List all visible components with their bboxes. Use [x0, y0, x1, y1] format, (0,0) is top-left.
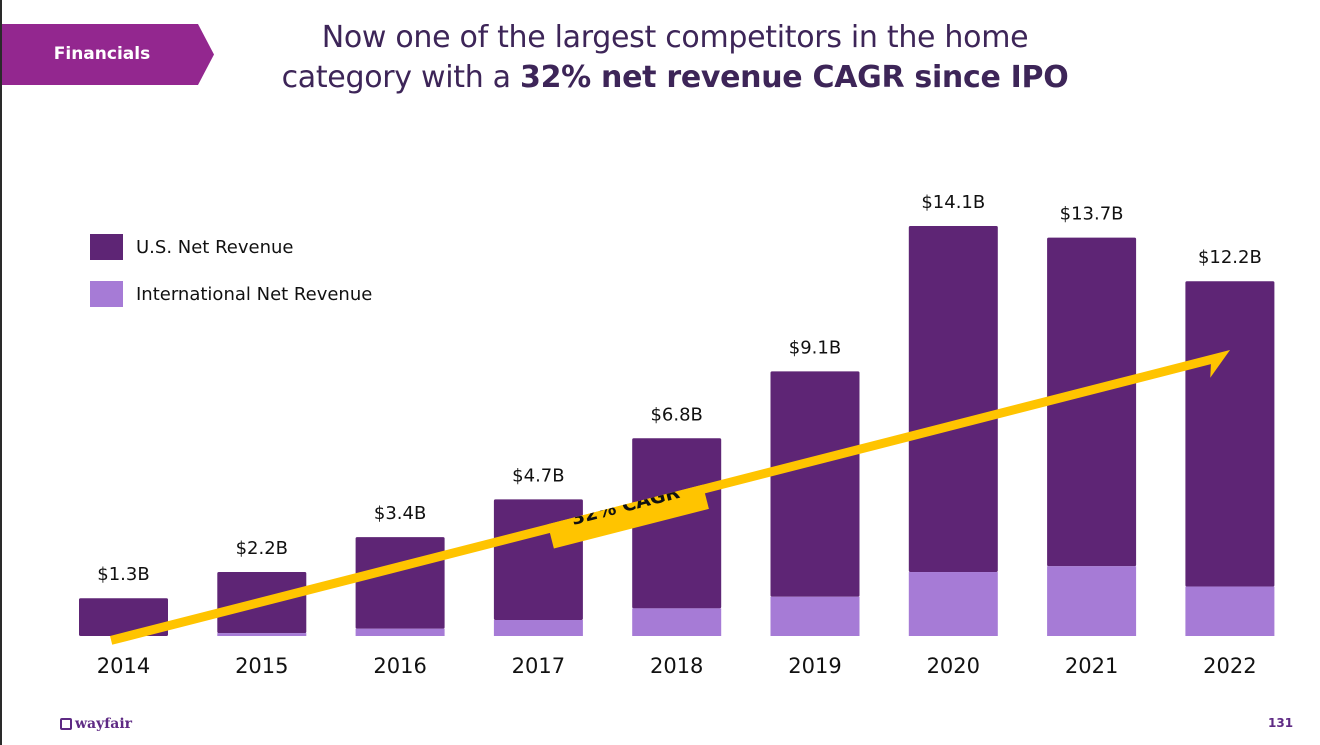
legend-item-international: International Net Revenue	[90, 279, 372, 309]
bar-us-2016	[355, 537, 445, 629]
wayfair-logo: wayfair	[60, 716, 132, 732]
x-tick-label-2022: 2022	[1203, 654, 1256, 678]
bar-us-2018	[632, 438, 722, 609]
x-tick-label-2015: 2015	[235, 654, 288, 678]
section-tag-label: Financials	[53, 44, 151, 64]
x-tick-label-2016: 2016	[373, 654, 426, 678]
bar-us-2017	[493, 499, 583, 621]
x-tick-label-2017: 2017	[512, 654, 565, 678]
bar-international-2020	[908, 572, 998, 636]
total-label-2016: $3.4B	[374, 503, 426, 524]
bar-international-2016	[355, 628, 445, 636]
page-title: Now one of the largest competitors in th…	[240, 18, 1110, 98]
x-tick-label-2018: 2018	[650, 654, 703, 678]
bar-us-2014	[79, 598, 168, 636]
total-label-2015: $2.2B	[236, 538, 288, 559]
bar-us-2019	[770, 371, 860, 597]
legend-label-us: U.S. Net Revenue	[136, 236, 294, 258]
legend-item-us: U.S. Net Revenue	[90, 232, 372, 262]
legend-swatch-us	[90, 234, 123, 260]
title-line-2-normal: category with a	[281, 60, 520, 95]
bar-international-2019	[770, 596, 860, 636]
chart-legend: U.S. Net Revenue International Net Reven…	[90, 232, 372, 326]
bar-us-2020	[908, 226, 998, 573]
section-tag: Financials	[2, 24, 214, 85]
tag-chevron-shape	[2, 24, 214, 85]
bar-international-2015	[217, 633, 307, 636]
legend-swatch-international	[90, 281, 123, 307]
bar-us-2021	[1047, 237, 1137, 567]
total-label-2014: $1.3B	[97, 564, 149, 585]
bar-international-2021	[1047, 566, 1137, 636]
total-label-2021: $13.7B	[1060, 204, 1124, 225]
bar-us-2022	[1185, 281, 1275, 587]
total-label-2017: $4.7B	[512, 465, 564, 486]
title-line-1: Now one of the largest competitors in th…	[321, 20, 1029, 55]
x-tick-label-2014: 2014	[97, 654, 150, 678]
x-tick-label-2020: 2020	[927, 654, 980, 678]
title-line-2-bold: 32% net revenue CAGR since IPO	[520, 60, 1069, 95]
logo-mark-icon	[60, 718, 72, 730]
bar-international-2022	[1185, 586, 1275, 636]
bar-international-2017	[493, 620, 583, 636]
legend-label-international: International Net Revenue	[136, 283, 373, 305]
x-tick-label-2021: 2021	[1065, 654, 1118, 678]
left-edge-border	[0, 0, 2, 745]
logo-text: wayfair	[75, 716, 133, 732]
total-label-2020: $14.1B	[921, 192, 985, 213]
page-number: 131	[1268, 716, 1294, 730]
total-label-2019: $9.1B	[789, 337, 841, 358]
x-tick-label-2019: 2019	[788, 654, 841, 678]
total-label-2022: $12.2B	[1198, 247, 1262, 268]
total-label-2018: $6.8B	[650, 404, 702, 425]
bar-international-2018	[632, 608, 722, 636]
title-line-2: category with a 32% net revenue CAGR sin…	[240, 58, 1110, 98]
